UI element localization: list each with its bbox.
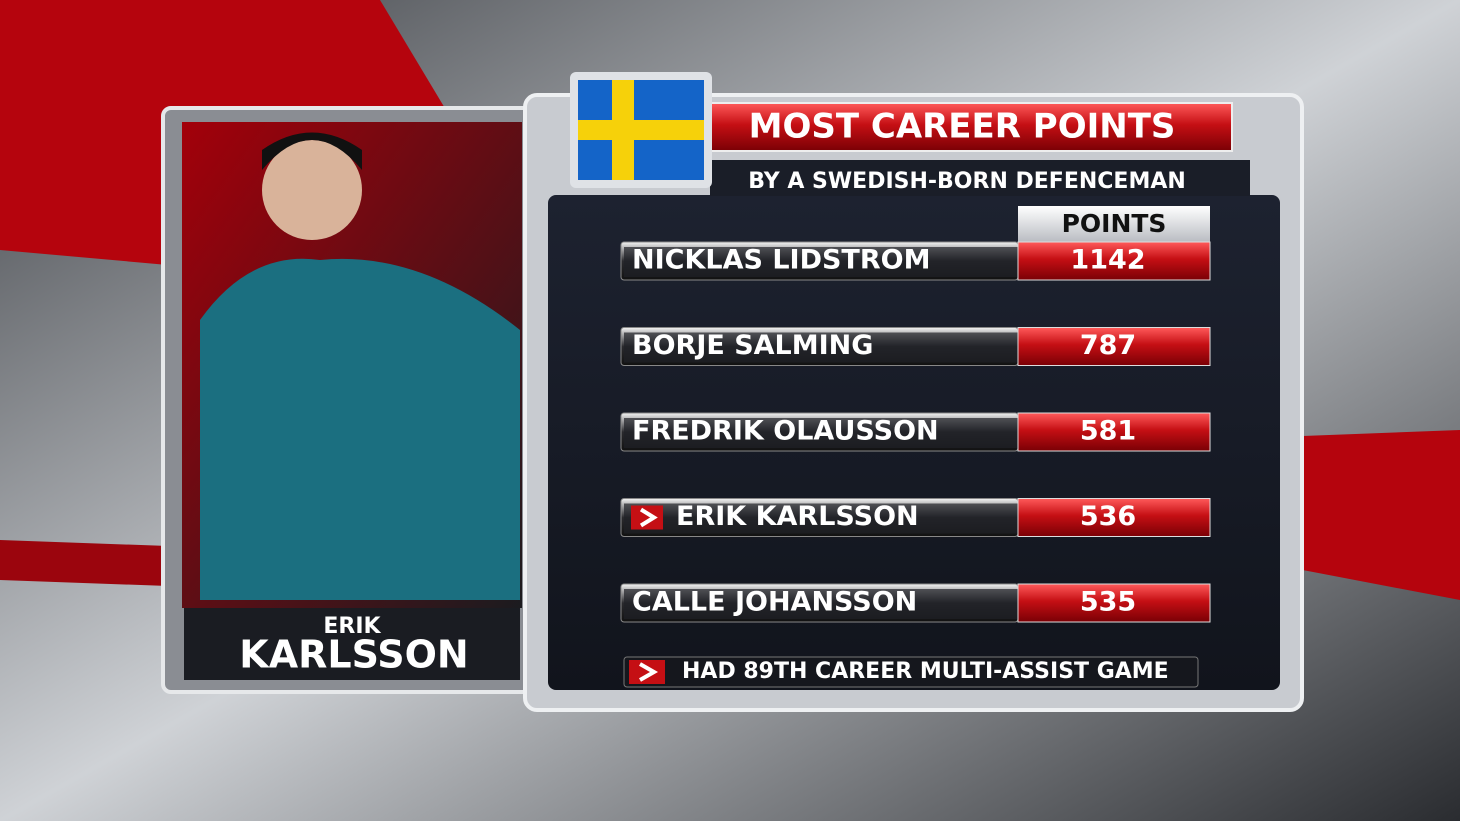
column-header: POINTS	[1062, 209, 1167, 238]
points-box	[1017, 327, 1211, 366]
name-bar-face	[624, 589, 1018, 619]
player-first-name: ERIK	[323, 614, 381, 639]
player-name: CALLE JOHANSSON	[632, 587, 917, 618]
note-bar	[623, 656, 1199, 688]
player-name: ERIK KARLSSON	[676, 501, 919, 532]
points-box	[1017, 412, 1211, 452]
player-name: BORJE SALMING	[632, 330, 873, 361]
name-bar-face	[624, 503, 1018, 534]
points: 581	[1080, 416, 1136, 447]
note: HAD 89TH CAREER MULTI-ASSIST GAME	[682, 659, 1169, 684]
player-name: FREDRIK OLAUSSON	[632, 416, 939, 447]
name-bar-face	[624, 332, 1018, 363]
player-name-plate	[184, 608, 520, 680]
highlight-arrow	[639, 507, 658, 528]
points-box	[1017, 583, 1211, 623]
points-box	[1017, 498, 1211, 537]
title: MOST CAREER POINTS	[749, 107, 1176, 147]
points: 536	[1080, 501, 1136, 532]
points: 787	[1080, 330, 1136, 361]
player-last-name: KARLSSON	[239, 633, 468, 677]
points: 1142	[1070, 245, 1145, 276]
title-banner	[709, 102, 1233, 152]
subtitle: BY A SWEDISH-BORN DEFENCEMAN	[748, 169, 1186, 194]
name-bar-face	[624, 418, 1018, 448]
points-box	[1017, 241, 1211, 281]
column-header-box	[1018, 206, 1210, 242]
subtitle-band	[710, 160, 1250, 196]
highlight-icon	[631, 505, 663, 530]
sweden-flag	[570, 72, 712, 188]
player-name: NICKLAS LIDSTROM	[632, 245, 930, 276]
points: 535	[1080, 587, 1136, 618]
name-bar-face	[624, 247, 1018, 277]
note-icon	[629, 660, 665, 684]
player-silhouette	[200, 132, 520, 600]
